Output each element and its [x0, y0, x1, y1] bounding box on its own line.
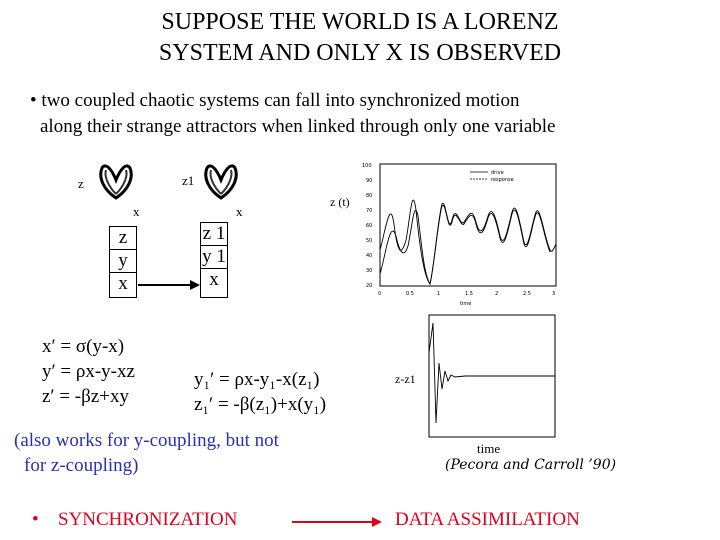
top-xtick: 1.5: [465, 291, 473, 297]
right-z-label: z1: [182, 173, 195, 188]
bottom-plot-ylabel: z-z1: [395, 372, 416, 386]
top-ytick: 50: [366, 238, 372, 244]
top-plot: 100 90 80 70 60 50 40 30 20 0 0.5 1 1.5 …: [360, 158, 562, 308]
top-plot-ylabel: z (t): [330, 195, 350, 209]
top-plot-yticks: 100 90 80 70 60 50 40 30 20: [362, 163, 372, 289]
top-xtick: 0.5: [406, 291, 414, 297]
title-line-2: SYSTEM AND ONLY X IS OBSERVED: [158, 40, 562, 66]
top-xtick: 0: [378, 291, 381, 297]
coupling-arrow: [138, 280, 200, 290]
drive-state-box: z y x: [109, 226, 137, 298]
top-plot-legend: drive response: [470, 170, 514, 183]
coupling-note-line-1: (also works for y-coupling, but not: [14, 430, 279, 451]
response-equations: y₁′ = ρx-y₁-x(z₁) z₁′ = -β(z₁)+x(y₁): [194, 367, 326, 417]
footer-left-text: SYNCHRONIZATION: [58, 509, 238, 530]
bullet-marker: •: [30, 90, 37, 111]
equation-z: z′ = -βz+xy: [42, 386, 129, 407]
top-xtick: 2: [495, 291, 498, 297]
slide-title: SUPPOSE THE WORLD IS A LORENZ SYSTEM AND…: [0, 7, 720, 69]
top-ytick: 90: [366, 178, 372, 184]
right-x-label: x: [236, 204, 243, 219]
top-plot-drive-curve: [379, 199, 557, 286]
bottom-plot-xlabel: time: [477, 441, 501, 456]
bullet-line-2: along their strange attractors when link…: [40, 116, 556, 137]
citation: (Pecora and Carroll ’90): [445, 457, 617, 473]
top-ytick: 30: [366, 268, 372, 274]
top-plot-svg: 100 90 80 70 60 50 40 30 20 0 0.5 1 1.5 …: [362, 163, 557, 307]
top-ytick: 40: [366, 253, 372, 259]
footer-right-text: DATA ASSIMILATION: [395, 509, 580, 530]
equation-y: y′ = ρx-y-xz: [42, 361, 135, 382]
equation-z1: z₁′ = -β(z₁)+x(y₁): [194, 394, 327, 415]
drive-equations: x′ = σ(y-x) y′ = ρx-y-xz z′ = -βz+xy: [42, 334, 135, 409]
top-plot-xticks: 0 0.5 1 1.5 2 2.5 3: [378, 291, 555, 297]
top-ytick: 100: [362, 163, 372, 169]
title-line-1: SUPPOSE THE WORLD IS A LORENZ: [161, 9, 559, 35]
equation-y1: y₁′ = ρx-y₁-x(z₁): [194, 369, 320, 390]
top-xtick: 3: [552, 291, 555, 297]
response-state-box: z 1 y 1 x: [200, 222, 228, 298]
drive-cell-y: y: [110, 250, 136, 273]
top-xtick: 1: [437, 291, 440, 297]
top-ytick: 60: [366, 223, 372, 229]
bullet-line-1: two coupled chaotic systems can fall int…: [41, 90, 520, 111]
response-cell-y: y 1: [201, 246, 227, 269]
top-xtick: 2.5: [523, 291, 531, 297]
right-attractor-icon: [204, 164, 238, 200]
bottom-plot-error-curve: [428, 322, 555, 424]
footer-line: • SYNCHRONIZATION DATA ASSIMILATION: [32, 509, 712, 537]
left-attractor-icon: [99, 164, 133, 200]
coupling-note: (also works for y-coupling, but not for …: [14, 428, 279, 478]
bullet-paragraph: • two coupled chaotic systems can fall i…: [30, 88, 710, 140]
top-ytick: 70: [366, 208, 372, 214]
left-x-label: x: [133, 204, 140, 219]
coupling-diagram: z x z1 x z y x z 1 y 1 x: [78, 160, 268, 305]
equation-x: x′ = σ(y-x): [42, 336, 125, 357]
bottom-plot: time: [425, 313, 560, 458]
top-plot-response-curve: [379, 205, 551, 286]
drive-cell-x: x: [118, 273, 128, 294]
coupling-note-line-2: for z-coupling): [24, 455, 139, 476]
top-ytick: 80: [366, 193, 372, 199]
top-ytick: 20: [366, 283, 372, 289]
legend-response: response: [491, 177, 514, 183]
response-cell-z: z 1: [201, 223, 227, 246]
top-plot-xlabel: time: [460, 301, 471, 307]
legend-drive: drive: [491, 170, 504, 176]
response-cell-x: x: [209, 269, 219, 290]
bottom-plot-svg: [428, 314, 556, 438]
footer-bullet: •: [32, 509, 39, 530]
drive-cell-z: z: [110, 227, 136, 250]
left-z-label: z: [78, 176, 84, 191]
footer-arrow-icon: [292, 517, 382, 527]
